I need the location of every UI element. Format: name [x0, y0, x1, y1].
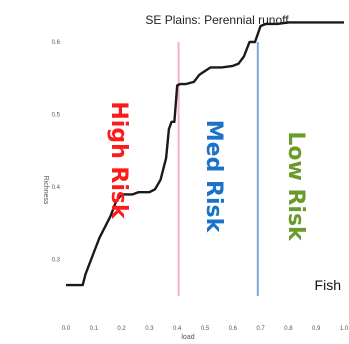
corner-label-fish: Fish: [315, 277, 341, 293]
x-tick-label: 1.0: [340, 326, 349, 332]
y-tick-label: 0.5: [52, 113, 61, 119]
x-axis-ticks: 0.0 0.1 0.2 0.3 0.4 0.5 0.6 0.7 0.8 0.9 1.0: [62, 326, 349, 332]
x-tick-label: 0.5: [201, 326, 210, 332]
zone-label-low-risk: Low Risk: [283, 131, 308, 242]
series-line-1: [66, 21, 344, 287]
y-tick-label: 0.3: [52, 258, 61, 264]
x-tick-label: 0.8: [284, 326, 293, 332]
zone-label-high-risk: High Risk: [106, 101, 131, 220]
x-tick-label: 0.6: [229, 326, 238, 332]
y-tick-label: 0.6: [52, 40, 61, 46]
series-line-group: [66, 21, 344, 287]
x-tick-label: 0.3: [145, 326, 154, 332]
x-tick-label: 0.9: [312, 326, 321, 332]
chart-title: SE Plains: Perennial runoff: [145, 13, 289, 27]
y-tick-label: 0.4: [52, 185, 61, 191]
x-tick-label: 0.7: [256, 326, 265, 332]
x-tick-label: 0.4: [173, 326, 182, 332]
x-tick-label: 0.0: [62, 326, 71, 332]
zone-label-med-risk: Med Risk: [201, 120, 226, 234]
x-tick-label: 0.1: [90, 326, 99, 332]
x-axis-label: load: [181, 334, 194, 341]
y-axis-label: Richness: [42, 176, 49, 205]
y-axis-ticks: 0.3 0.4 0.5 0.6: [52, 40, 61, 264]
x-tick-label: 0.2: [117, 326, 126, 332]
